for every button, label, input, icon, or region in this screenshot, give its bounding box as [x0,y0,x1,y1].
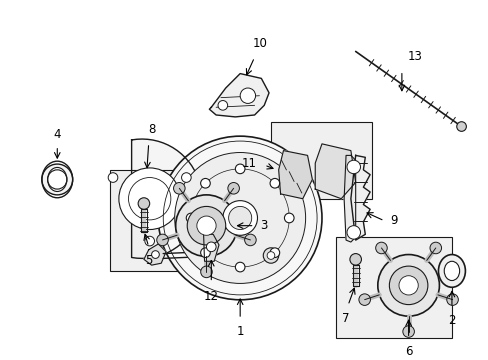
Circle shape [119,168,180,230]
Circle shape [346,160,360,174]
Circle shape [186,213,196,223]
Text: 9: 9 [389,214,397,228]
Circle shape [144,236,154,246]
Text: 3: 3 [260,219,267,232]
Polygon shape [315,144,355,199]
Circle shape [42,164,73,195]
Circle shape [158,136,321,300]
Circle shape [108,173,118,183]
Circle shape [349,253,361,265]
Circle shape [223,201,257,235]
Text: 10: 10 [252,36,267,50]
Text: 4: 4 [53,128,61,141]
Circle shape [200,248,210,257]
Circle shape [402,326,413,337]
Circle shape [173,183,185,194]
Polygon shape [209,73,268,117]
Circle shape [235,262,244,272]
Circle shape [227,183,239,194]
Circle shape [218,100,227,110]
Bar [110,170,240,271]
Text: 1: 1 [236,325,244,338]
Circle shape [269,179,279,188]
Circle shape [206,242,216,252]
Circle shape [398,276,417,295]
Text: 5: 5 [145,253,152,267]
Bar [336,237,451,338]
Text: 7: 7 [342,312,349,325]
Polygon shape [131,139,201,258]
Text: 12: 12 [203,290,218,303]
Circle shape [269,248,279,257]
Circle shape [228,206,251,230]
Circle shape [375,242,386,254]
Text: 2: 2 [447,314,455,327]
Circle shape [266,252,274,259]
Circle shape [446,294,457,305]
Circle shape [200,266,212,278]
Polygon shape [350,156,369,240]
Bar [270,122,371,199]
Circle shape [429,242,441,254]
Circle shape [175,195,237,256]
Circle shape [138,198,149,209]
Polygon shape [344,156,355,242]
Text: 11: 11 [241,157,256,170]
Polygon shape [143,244,166,265]
Circle shape [377,255,439,316]
Circle shape [358,294,370,305]
Text: 6: 6 [404,345,411,358]
Circle shape [197,216,216,235]
Polygon shape [278,150,312,199]
Text: 8: 8 [148,123,155,136]
Circle shape [181,173,191,183]
Circle shape [200,179,210,188]
Circle shape [388,266,427,305]
Text: 13: 13 [407,50,422,63]
Ellipse shape [438,255,465,287]
Circle shape [47,170,67,189]
Circle shape [456,122,466,131]
Circle shape [244,234,256,246]
Circle shape [157,234,168,246]
Ellipse shape [443,261,459,280]
Circle shape [235,164,244,174]
Circle shape [346,226,360,239]
Circle shape [263,248,278,263]
Circle shape [174,153,305,283]
Polygon shape [203,234,219,261]
Circle shape [284,213,293,223]
Circle shape [187,206,225,245]
Circle shape [240,88,255,103]
Circle shape [151,251,159,258]
